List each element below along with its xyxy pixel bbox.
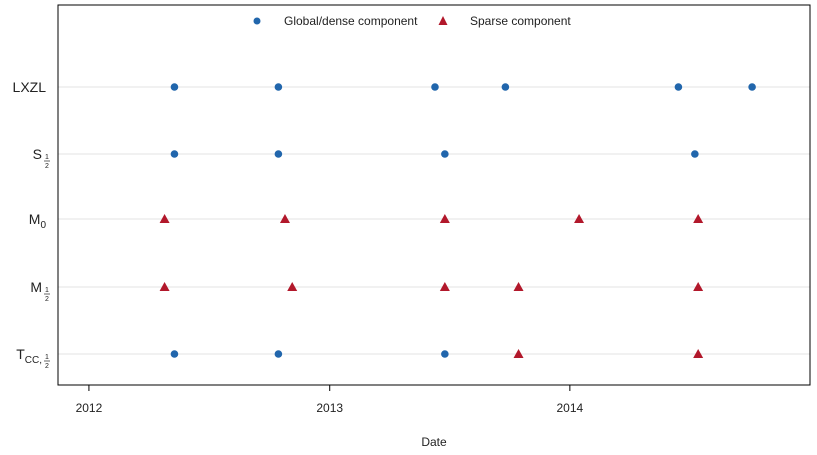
dense-component-point	[431, 83, 439, 91]
dense-component-point	[170, 83, 179, 91]
svg-text:1: 1	[45, 287, 49, 294]
y-row-label: M0	[29, 211, 47, 231]
sparse-component-point	[439, 214, 450, 223]
sparse-component-point	[513, 282, 524, 291]
legend-circle-marker	[253, 17, 261, 25]
sparse-component-point	[574, 214, 585, 223]
x-axis: 2012 2013 2014	[58, 384, 810, 415]
grid-lines	[58, 86, 810, 355]
y-row-label-base: T	[16, 346, 25, 362]
subscript-half-fraction: 12	[44, 287, 50, 303]
dense-component-point	[170, 150, 179, 158]
sparse-component-point	[287, 282, 298, 291]
subscript-half-fraction: 12	[44, 354, 50, 370]
legend-label-dense: Global/dense component	[284, 14, 418, 28]
data-points	[159, 83, 756, 358]
legend-triangle-marker	[438, 16, 448, 25]
y-row-label-base: LXZL	[13, 79, 47, 95]
svg-text:2: 2	[45, 296, 49, 303]
dense-component-point	[674, 83, 683, 91]
sparse-component-point	[439, 282, 450, 291]
dense-component-point	[274, 150, 283, 158]
y-row-label-base: M	[29, 211, 41, 227]
sparse-component-point	[693, 349, 704, 358]
y-row-label-subscript: CC,	[25, 355, 42, 366]
sparse-component-point	[693, 282, 704, 291]
dense-component-point	[274, 83, 283, 91]
legend: Global/dense component Sparse component	[253, 14, 571, 28]
dense-component-point	[501, 83, 510, 91]
dense-component-point	[748, 83, 756, 91]
svg-text:1: 1	[45, 354, 49, 361]
sparse-component-point	[279, 214, 290, 223]
legend-label-sparse: Sparse component	[470, 14, 571, 28]
dense-component-point	[441, 350, 449, 358]
dense-component-point	[170, 350, 179, 358]
dense-component-point	[274, 350, 283, 358]
subscript-half-fraction: 12	[44, 154, 50, 170]
dense-component-point	[691, 150, 699, 158]
sparse-component-point	[159, 282, 170, 291]
y-row-label: LXZL	[13, 79, 47, 95]
y-row-label-base: S	[33, 146, 42, 162]
y-row-label: TCC,	[16, 346, 42, 366]
svg-text:2: 2	[45, 363, 49, 370]
x-axis-title: Date	[421, 435, 447, 449]
y-row-label: S	[33, 146, 42, 162]
y-row-label-subscript: 0	[40, 220, 46, 231]
x-tick-label: 2014	[557, 401, 584, 415]
plot-frame	[57, 4, 811, 386]
y-row-label: M	[30, 279, 42, 295]
sparse-component-point	[693, 214, 704, 223]
x-tick-label: 2013	[316, 401, 343, 415]
dense-component-point	[441, 150, 449, 158]
y-row-label-base: M	[30, 279, 42, 295]
svg-text:1: 1	[45, 154, 49, 161]
sparse-component-point	[159, 214, 170, 223]
sparse-component-point	[513, 349, 524, 358]
svg-text:2: 2	[45, 163, 49, 170]
x-tick-label: 2012	[76, 401, 103, 415]
